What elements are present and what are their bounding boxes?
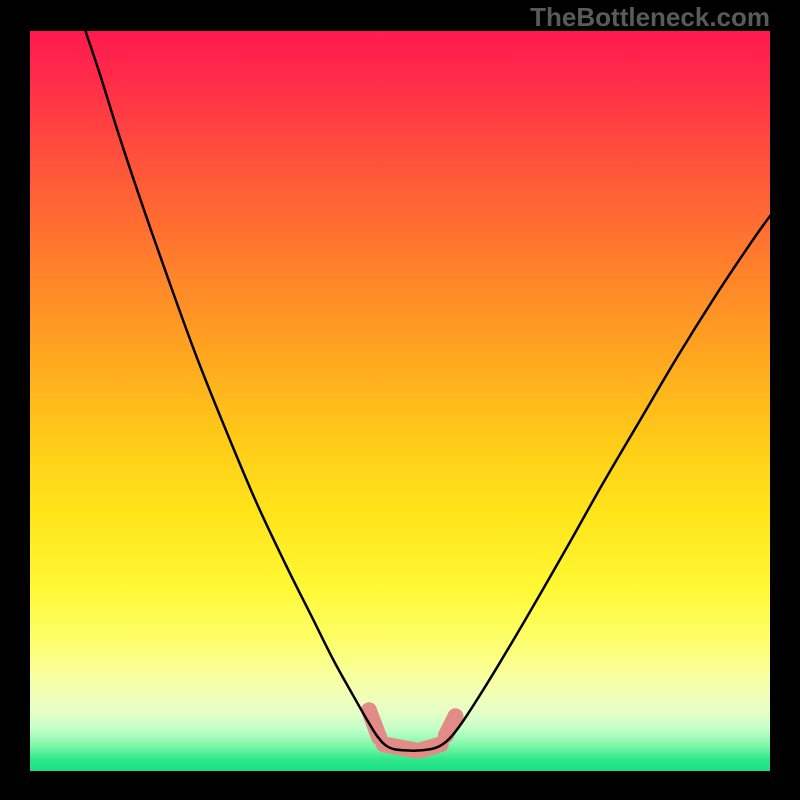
watermark-text: TheBottleneck.com: [530, 2, 770, 33]
v-curve-line: [86, 31, 771, 751]
bottleneck-curve: [30, 31, 770, 771]
plot-area: [30, 31, 770, 771]
outer-frame: TheBottleneck.com: [0, 0, 800, 800]
